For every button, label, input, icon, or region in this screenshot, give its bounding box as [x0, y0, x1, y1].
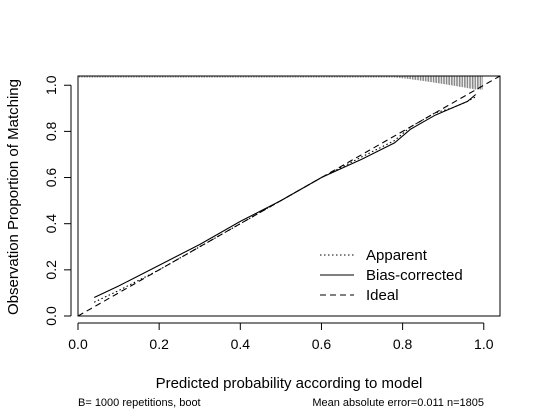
y-tick-label-1: 0.2 [43, 260, 59, 280]
footer-right: Mean absolute error=0.011 n=1805 [312, 397, 484, 409]
legend-label-2: Ideal [366, 287, 399, 304]
x-tick-label-5: 1.0 [474, 336, 494, 352]
x-tick-label-2: 0.4 [231, 336, 251, 352]
y-axis-label: Observation Proportion of Matching [5, 79, 22, 315]
x-tick-label-4: 0.8 [393, 336, 413, 352]
x-tick-label-0: 0.0 [68, 336, 88, 352]
y-tick-label-5: 1.0 [43, 75, 59, 95]
y-tick-label-3: 0.6 [43, 168, 59, 188]
y-axis: 0.0 0.2 0.4 0.6 0.8 1.0 [43, 75, 72, 326]
x-tick-label-1: 0.2 [149, 336, 169, 352]
legend: Apparent Bias-corrected Ideal [320, 247, 463, 304]
legend-label-0: Apparent [366, 247, 428, 264]
y-tick-label-4: 0.8 [43, 121, 59, 141]
footer-left: B= 1000 repetitions, boot [78, 397, 201, 409]
series-line-bias-corrected [93, 94, 477, 298]
prediction-rug [77, 76, 483, 90]
x-axis: 0.0 0.2 0.4 0.6 0.8 1.0 [68, 322, 494, 352]
series-line-ideal [78, 76, 500, 316]
series-lines [78, 76, 500, 316]
plot-frame [77, 75, 501, 317]
x-tick-label-3: 0.6 [312, 336, 332, 352]
y-tick-label-0: 0.0 [43, 306, 59, 326]
y-tick-label-2: 0.4 [43, 214, 59, 234]
x-axis-label: Predicted probability according to model [156, 375, 423, 392]
legend-label-1: Bias-corrected [366, 267, 463, 284]
